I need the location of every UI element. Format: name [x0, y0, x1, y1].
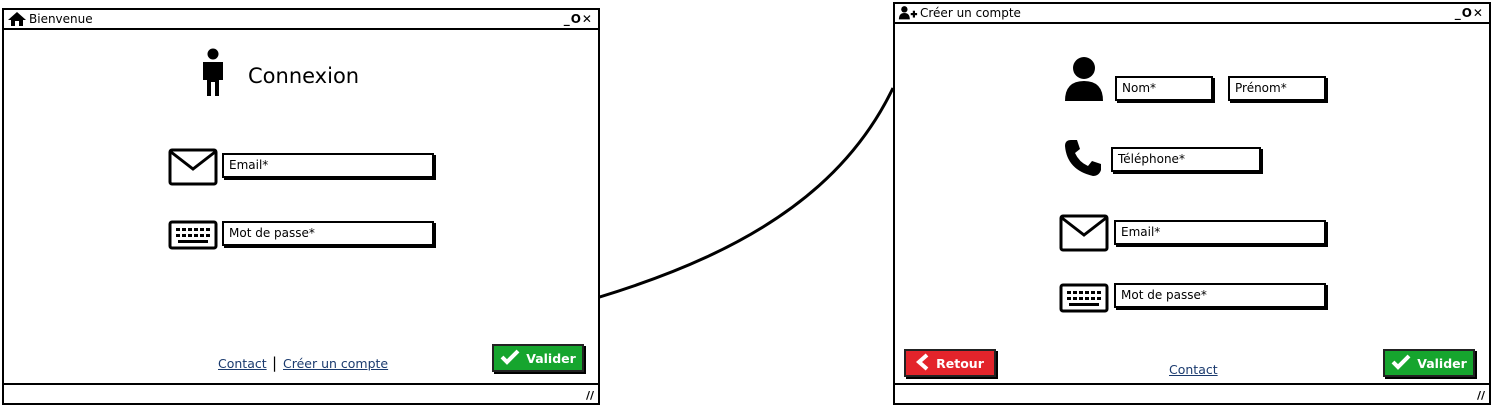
checkmark-icon — [1391, 354, 1411, 373]
register-window: Créer un compte _O✕ Nom* Prénom* Télépho… — [893, 2, 1491, 405]
keyboard-icon — [168, 220, 218, 254]
chevron-left-icon — [916, 352, 930, 374]
status-bar: // — [4, 383, 598, 403]
register-titlebar: Créer un compte _O✕ — [895, 4, 1489, 24]
person-icon — [198, 48, 228, 102]
home-icon — [7, 11, 27, 27]
validate-button[interactable]: Valider — [492, 344, 584, 372]
status-bar: // — [895, 383, 1489, 403]
user-icon — [1063, 56, 1105, 106]
last-name-field[interactable]: Nom* — [1115, 76, 1213, 101]
envelope-icon — [168, 148, 218, 190]
link-separator: | — [272, 354, 278, 372]
phone-icon — [1063, 138, 1103, 182]
add-user-icon — [898, 5, 918, 21]
password-field[interactable]: Mot de passe* — [1114, 283, 1326, 308]
checkmark-icon — [500, 349, 520, 368]
email-field[interactable]: Email* — [1114, 220, 1326, 245]
email-field[interactable]: Email* — [222, 153, 434, 178]
window-controls[interactable]: _O✕ — [563, 12, 593, 26]
contact-link[interactable]: Contact — [1169, 362, 1218, 377]
window-controls[interactable]: _O✕ — [1454, 6, 1484, 20]
validate-label: Valider — [1417, 355, 1467, 371]
keyboard-icon — [1059, 283, 1109, 317]
login-window: Bienvenue _O✕ Connexion Email* Mo — [2, 8, 600, 405]
resize-grip-icon[interactable]: // — [585, 389, 594, 402]
validate-label: Valider — [526, 350, 576, 366]
envelope-icon — [1059, 214, 1109, 256]
contact-link[interactable]: Contact — [218, 356, 267, 371]
window-title: Bienvenue — [29, 12, 93, 26]
page-title: Connexion — [248, 64, 360, 88]
window-title: Créer un compte — [920, 6, 1021, 20]
password-field[interactable]: Mot de passe* — [222, 221, 434, 246]
back-label: Retour — [936, 355, 984, 371]
resize-grip-icon[interactable]: // — [1476, 389, 1485, 402]
login-titlebar: Bienvenue _O✕ — [4, 10, 598, 30]
phone-field[interactable]: Téléphone* — [1111, 147, 1261, 172]
first-name-field[interactable]: Prénom* — [1228, 76, 1326, 101]
create-account-link[interactable]: Créer un compte — [283, 356, 389, 371]
validate-button[interactable]: Valider — [1383, 349, 1475, 377]
back-button[interactable]: Retour — [904, 349, 996, 377]
